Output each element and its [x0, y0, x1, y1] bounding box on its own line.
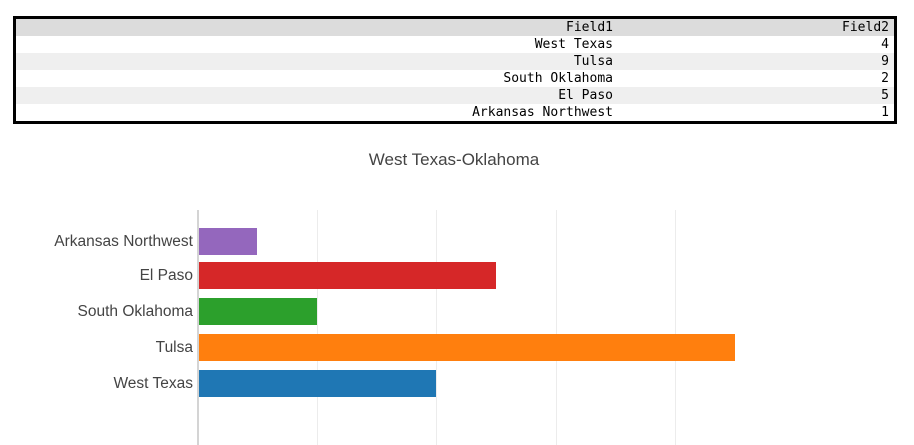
column-header-field2: Field2 [842, 20, 889, 35]
cell-field1: Arkansas Northwest [472, 105, 613, 120]
category-label-tulsa: Tulsa [155, 339, 193, 356]
table-row: Tulsa 9 [14, 53, 896, 70]
cell-field2: 2 [881, 71, 889, 86]
table-row: El Paso 5 [14, 87, 896, 104]
bar-west-texas[interactable] [199, 370, 436, 397]
bar-arkansas-northwest[interactable] [199, 228, 257, 255]
cell-field2: 9 [881, 54, 889, 69]
plot-area: Arkansas Northwest El Paso South Oklahoma T… [0, 210, 914, 445]
cell-field1: El Paso [558, 88, 613, 103]
cell-field1: Tulsa [573, 54, 613, 69]
table-header-row: Field1 Field2 [14, 17, 896, 36]
y-axis-line [197, 210, 199, 445]
category-label-arkansas-northwest: Arkansas Northwest [54, 233, 193, 250]
table-row: West Texas 4 [14, 36, 896, 53]
x-gridline [675, 210, 676, 445]
x-gridline [317, 210, 318, 445]
table-row: Arkansas Northwest 1 [14, 104, 896, 123]
category-label-el-paso: El Paso [139, 267, 193, 284]
cell-field2: 4 [881, 37, 889, 52]
x-gridline [556, 210, 557, 445]
cell-field1: West Texas [534, 37, 613, 52]
category-label-west-texas: West Texas [113, 375, 193, 392]
bar-tulsa[interactable] [199, 334, 735, 361]
x-gridline [436, 210, 437, 445]
cell-field2: 5 [881, 88, 889, 103]
chart-title: West Texas-Oklahoma [368, 150, 540, 169]
data-table: Field1 Field2 West Texas 4 Tulsa 9 South Okl… [13, 16, 897, 124]
category-label-south-oklahoma: South Oklahoma [77, 303, 193, 320]
bar-south-oklahoma[interactable] [199, 298, 317, 325]
cell-field2: 1 [881, 105, 889, 120]
cell-field1: South Oklahoma [503, 71, 613, 86]
column-header-field1: Field1 [566, 20, 613, 35]
bar-el-paso[interactable] [199, 262, 496, 289]
table-row: South Oklahoma 2 [14, 70, 896, 87]
